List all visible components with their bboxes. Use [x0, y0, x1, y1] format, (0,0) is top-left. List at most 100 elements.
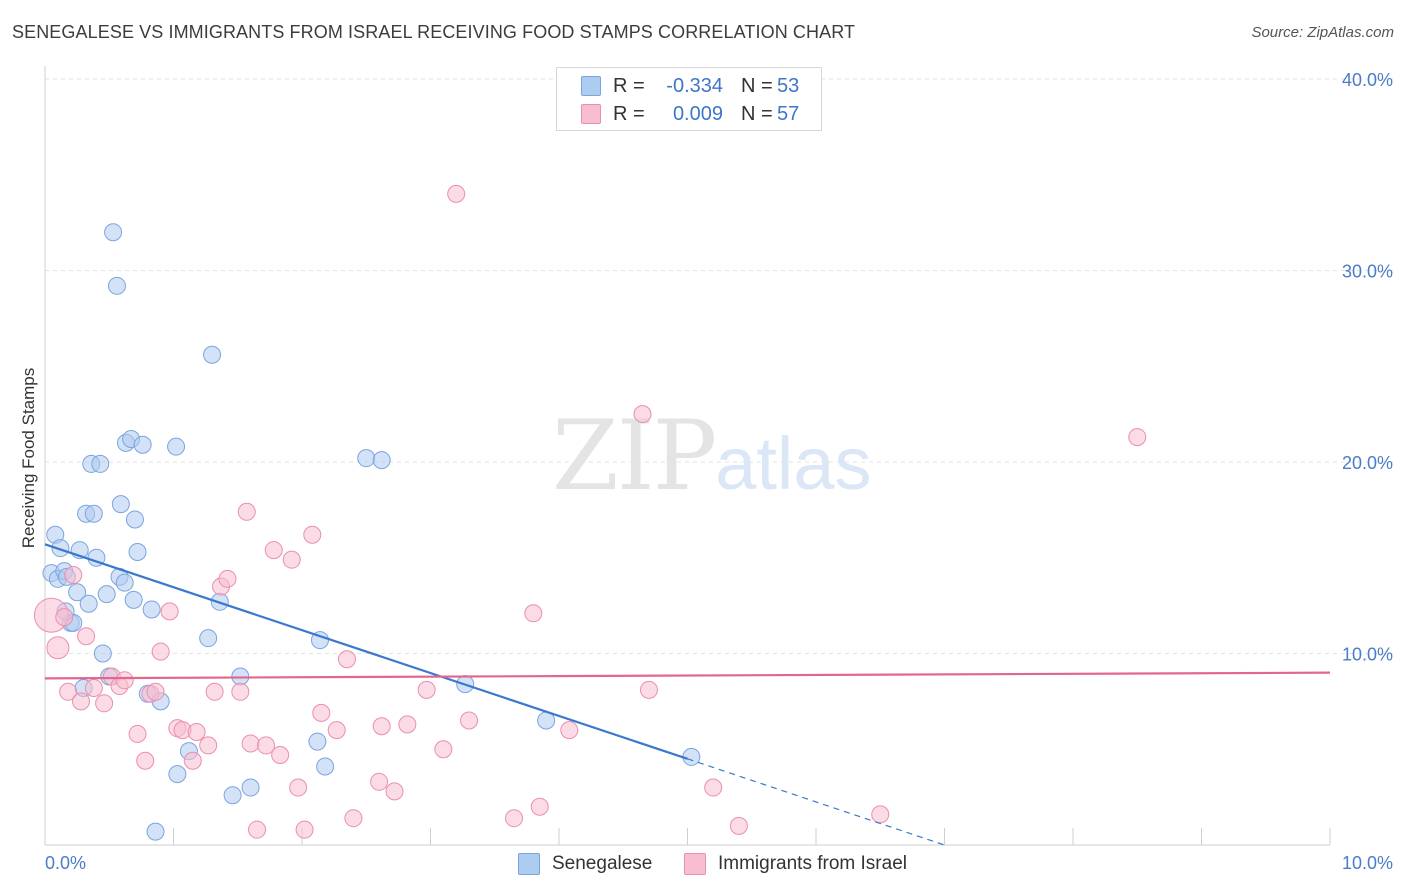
- legend-r-label: R =: [613, 102, 645, 125]
- point-israel: [64, 565, 83, 584]
- y-tick-label: 30.0%: [1342, 262, 1393, 282]
- point-israel: [146, 682, 165, 701]
- point-israel: [289, 778, 308, 797]
- point-senegalese: [79, 594, 98, 613]
- point-israel: [264, 541, 283, 560]
- point-israel: [241, 734, 260, 753]
- point-israel: [633, 405, 652, 424]
- trend-line-senegalese-extension: [687, 758, 945, 846]
- correlation-legend: R = -0.334 N = 53 R = 0.009 N = 57: [556, 67, 822, 131]
- trend-line-israel: [44, 671, 1331, 680]
- legend-swatch-israel: [581, 104, 601, 124]
- y-tick-label: 10.0%: [1342, 645, 1393, 665]
- legend-n-label: N =: [741, 102, 773, 125]
- legend-n-value: 57: [777, 102, 800, 125]
- point-senegalese: [241, 778, 260, 797]
- point-israel: [71, 692, 90, 711]
- point-senegalese: [133, 435, 152, 454]
- source-label: Source: ZipAtlas.com: [1251, 24, 1394, 41]
- point-israel: [237, 502, 256, 521]
- point-israel: [417, 680, 436, 699]
- point-israel: [398, 715, 417, 734]
- point-israel: [505, 809, 524, 828]
- legend-n-value: 53: [777, 74, 800, 97]
- point-israel: [370, 772, 389, 791]
- y-tick-label: 20.0%: [1342, 453, 1393, 473]
- point-senegalese: [104, 223, 123, 242]
- point-senegalese: [203, 345, 222, 364]
- legend-r-value: -0.334: [666, 74, 723, 97]
- point-senegalese: [308, 732, 327, 751]
- point-israel: [55, 608, 74, 627]
- point-senegalese: [316, 757, 335, 776]
- point-senegalese: [682, 747, 701, 766]
- point-senegalese: [115, 573, 134, 592]
- point-israel: [1128, 428, 1147, 447]
- point-israel: [530, 797, 549, 816]
- point-israel: [303, 525, 322, 544]
- point-israel: [385, 782, 404, 801]
- point-israel: [46, 636, 70, 660]
- point-senegalese: [68, 583, 87, 602]
- point-senegalese: [97, 585, 116, 604]
- point-israel: [871, 805, 890, 824]
- point-israel: [257, 736, 276, 755]
- point-israel: [327, 721, 346, 740]
- legend-n-label: N =: [741, 74, 773, 97]
- bottom-legend-senegalese: Senegalese: [518, 852, 652, 876]
- point-israel: [639, 680, 658, 699]
- point-senegalese: [146, 822, 165, 841]
- x-tick-label: 10.0%: [1342, 853, 1393, 873]
- point-senegalese: [51, 539, 70, 558]
- point-israel: [151, 642, 170, 661]
- point-israel: [115, 671, 134, 690]
- point-israel: [312, 703, 331, 722]
- trend-lines: [44, 543, 1331, 846]
- y-tick-label: 40.0%: [1342, 70, 1393, 90]
- gridlines: [45, 78, 1393, 654]
- point-senegalese: [357, 449, 376, 468]
- watermark: ZIPatlas: [552, 400, 872, 512]
- point-senegalese: [91, 454, 110, 473]
- watermark-atlas: atlas: [715, 422, 872, 505]
- point-israel: [460, 711, 479, 730]
- point-israel: [136, 751, 155, 770]
- point-senegalese: [168, 765, 187, 784]
- point-israel: [524, 604, 543, 623]
- point-israel: [295, 820, 314, 839]
- point-israel: [337, 650, 356, 669]
- y-axis-label: Receiving Food Stamps: [19, 368, 38, 548]
- tick-labels: 10.0% 20.0% 30.0% 40.0% 0.0% 10.0%: [45, 70, 1393, 873]
- point-senegalese: [111, 495, 130, 514]
- point-israel: [560, 721, 579, 740]
- point-senegalese: [107, 276, 126, 295]
- axes: [44, 66, 1331, 846]
- data-points: [33, 184, 1147, 841]
- point-senegalese: [124, 590, 143, 609]
- point-israel: [248, 820, 267, 839]
- point-israel: [187, 723, 206, 742]
- point-israel: [344, 809, 363, 828]
- point-senegalese: [125, 510, 144, 529]
- point-israel: [128, 724, 147, 743]
- point-israel: [218, 569, 237, 588]
- point-senegalese: [128, 543, 147, 562]
- legend-r-label: R =: [613, 74, 645, 97]
- point-israel: [372, 717, 391, 736]
- point-senegalese: [84, 504, 103, 523]
- legend-row-israel: R = 0.009 N = 57: [581, 102, 799, 126]
- point-senegalese: [167, 437, 186, 456]
- trend-line-senegalese: [44, 543, 688, 760]
- point-israel: [704, 778, 723, 797]
- point-israel: [271, 745, 290, 764]
- point-senegalese: [142, 600, 161, 619]
- legend-swatch-senegalese: [581, 76, 601, 96]
- point-israel: [434, 740, 453, 759]
- bottom-legend-israel: Immigrants from Israel: [684, 852, 907, 876]
- bottom-legend-label-israel: Immigrants from Israel: [718, 853, 907, 874]
- chart-title: SENEGALESE VS IMMIGRANTS FROM ISRAEL REC…: [12, 22, 856, 42]
- point-israel: [199, 736, 218, 755]
- point-israel: [282, 550, 301, 569]
- x-tick-label: 0.0%: [45, 853, 86, 873]
